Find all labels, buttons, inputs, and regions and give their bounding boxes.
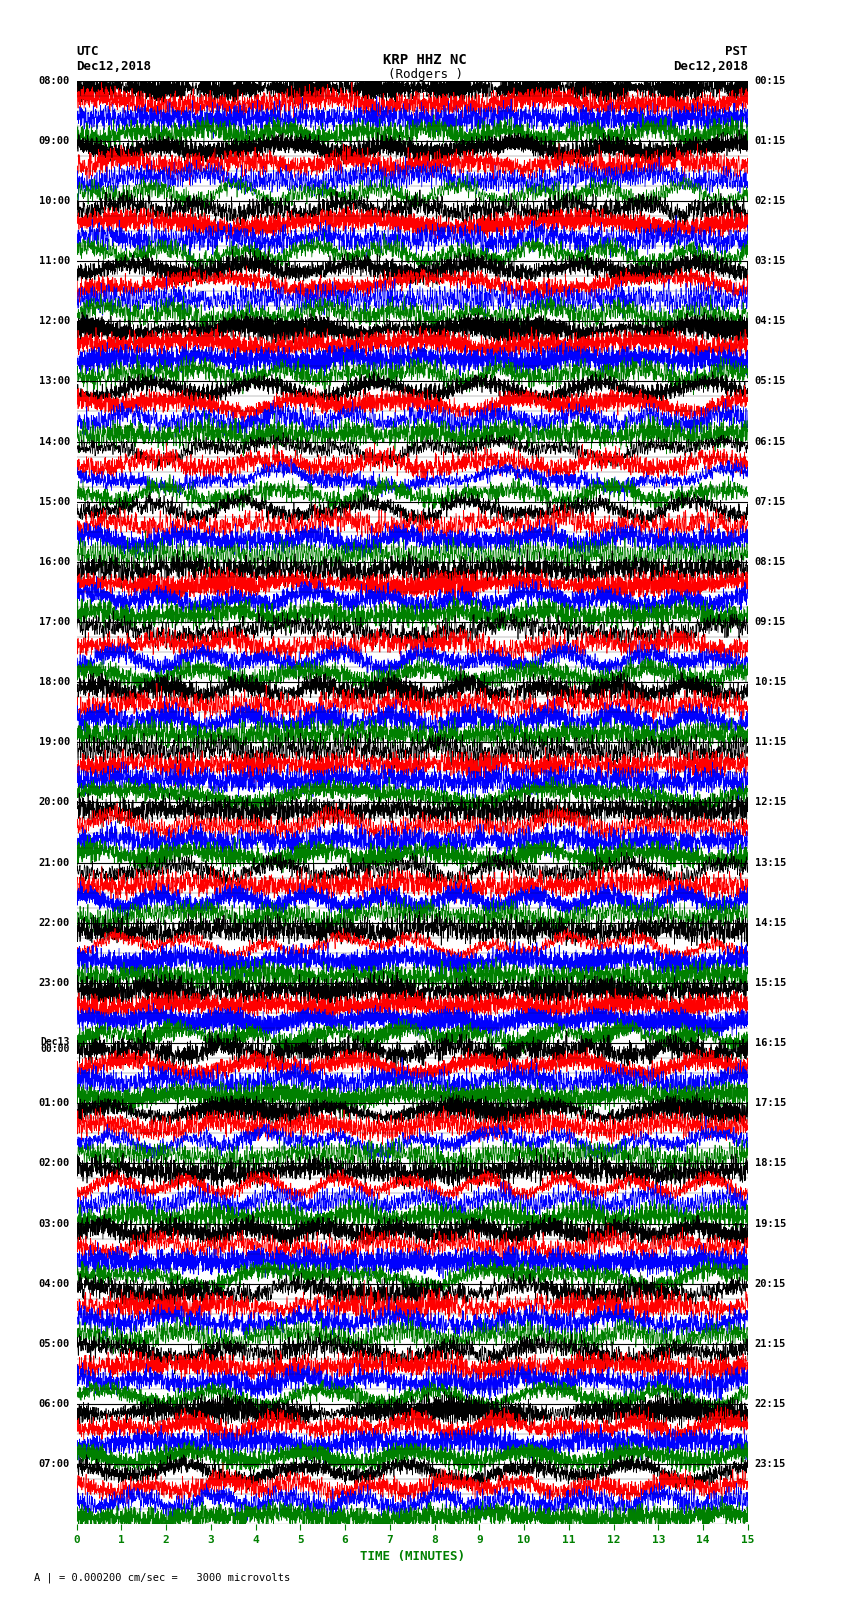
Text: 16:15: 16:15 — [755, 1039, 786, 1048]
Text: 05:15: 05:15 — [755, 376, 786, 387]
Text: A | = 0.000200 cm/sec =   3000 microvolts: A | = 0.000200 cm/sec = 3000 microvolts — [34, 1573, 290, 1582]
Text: 09:00: 09:00 — [38, 135, 70, 145]
Text: 17:15: 17:15 — [755, 1098, 786, 1108]
Text: 18:15: 18:15 — [755, 1158, 786, 1168]
Text: 01:00: 01:00 — [38, 1098, 70, 1108]
Text: 04:00: 04:00 — [38, 1279, 70, 1289]
Text: 10:15: 10:15 — [755, 677, 786, 687]
Text: 14:15: 14:15 — [755, 918, 786, 927]
Text: 10:00: 10:00 — [38, 195, 70, 206]
Text: 15:00: 15:00 — [38, 497, 70, 506]
Text: 22:15: 22:15 — [755, 1398, 786, 1410]
Text: 12:00: 12:00 — [38, 316, 70, 326]
Text: Dec12,2018: Dec12,2018 — [673, 60, 748, 73]
Text: 11:15: 11:15 — [755, 737, 786, 747]
Text: PST: PST — [726, 45, 748, 58]
Text: 08:15: 08:15 — [755, 556, 786, 566]
Text: 07:00: 07:00 — [38, 1460, 70, 1469]
Text: 20:15: 20:15 — [755, 1279, 786, 1289]
Text: 02:00: 02:00 — [38, 1158, 70, 1168]
Text: 11:00: 11:00 — [38, 256, 70, 266]
Text: 13:15: 13:15 — [755, 858, 786, 868]
Text: 05:00: 05:00 — [38, 1339, 70, 1348]
Text: 22:00: 22:00 — [38, 918, 70, 927]
Text: (Rodgers ): (Rodgers ) — [388, 68, 462, 81]
Text: 08:00: 08:00 — [38, 76, 70, 85]
Text: Dec13: Dec13 — [41, 1037, 70, 1047]
Text: 16:00: 16:00 — [38, 556, 70, 566]
Text: 03:15: 03:15 — [755, 256, 786, 266]
Text: 14:00: 14:00 — [38, 437, 70, 447]
Text: 15:15: 15:15 — [755, 977, 786, 987]
Text: 07:15: 07:15 — [755, 497, 786, 506]
Text: 02:15: 02:15 — [755, 195, 786, 206]
Text: 17:00: 17:00 — [38, 618, 70, 627]
Text: 23:00: 23:00 — [38, 977, 70, 987]
Text: I = 0.000200 cm/sec: I = 0.000200 cm/sec — [361, 84, 489, 94]
Text: 06:00: 06:00 — [38, 1398, 70, 1410]
Text: 00:00: 00:00 — [41, 1044, 70, 1053]
Text: 19:15: 19:15 — [755, 1218, 786, 1229]
Text: 21:00: 21:00 — [38, 858, 70, 868]
Text: 21:15: 21:15 — [755, 1339, 786, 1348]
Text: 00:15: 00:15 — [755, 76, 786, 85]
Text: 13:00: 13:00 — [38, 376, 70, 387]
Text: Dec12,2018: Dec12,2018 — [76, 60, 151, 73]
Text: 12:15: 12:15 — [755, 797, 786, 808]
Text: 01:15: 01:15 — [755, 135, 786, 145]
Text: 18:00: 18:00 — [38, 677, 70, 687]
Text: 19:00: 19:00 — [38, 737, 70, 747]
Text: 09:15: 09:15 — [755, 618, 786, 627]
Text: 23:15: 23:15 — [755, 1460, 786, 1469]
Text: 04:15: 04:15 — [755, 316, 786, 326]
X-axis label: TIME (MINUTES): TIME (MINUTES) — [360, 1550, 465, 1563]
Text: 20:00: 20:00 — [38, 797, 70, 808]
Text: 03:00: 03:00 — [38, 1218, 70, 1229]
Text: UTC: UTC — [76, 45, 99, 58]
Text: KRP HHZ NC: KRP HHZ NC — [383, 53, 467, 66]
Text: 06:15: 06:15 — [755, 437, 786, 447]
